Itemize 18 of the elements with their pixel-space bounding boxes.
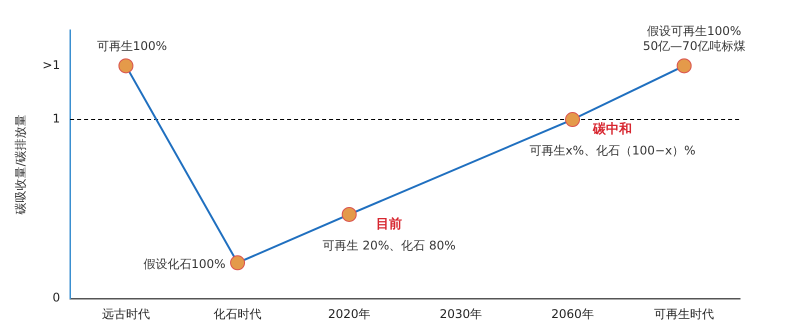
annotation: 假设化石100% (143, 256, 226, 271)
y-tick-label: 1 (52, 112, 60, 126)
y-tick-label: >1 (42, 58, 60, 72)
x-tick-label: 化石时代 (214, 306, 262, 321)
annotation: 假设可再生100% (647, 24, 742, 38)
annotation: 可再生100% (96, 38, 168, 53)
x-tick-label: 2020年 (328, 306, 370, 321)
annotation: 碳中和 (592, 120, 632, 137)
annotation: 可再生x%、化石（100−x）% (530, 144, 696, 158)
x-tick-label: 可再生时代 (654, 306, 714, 321)
y-axis-title: 碳吸收量/碳排放量 (13, 114, 28, 216)
y-tick-label: 0 (52, 290, 60, 305)
annotation: 目前 (376, 216, 402, 232)
x-tick-label: 远古时代 (102, 306, 150, 321)
x-tick-label: 2060年 (551, 306, 594, 321)
annotation: 可再生 20%、化石 80% (322, 238, 456, 253)
x-tick-label: 2030年 (440, 306, 482, 321)
annotation: 50亿—70亿吨标煤 (642, 38, 746, 53)
